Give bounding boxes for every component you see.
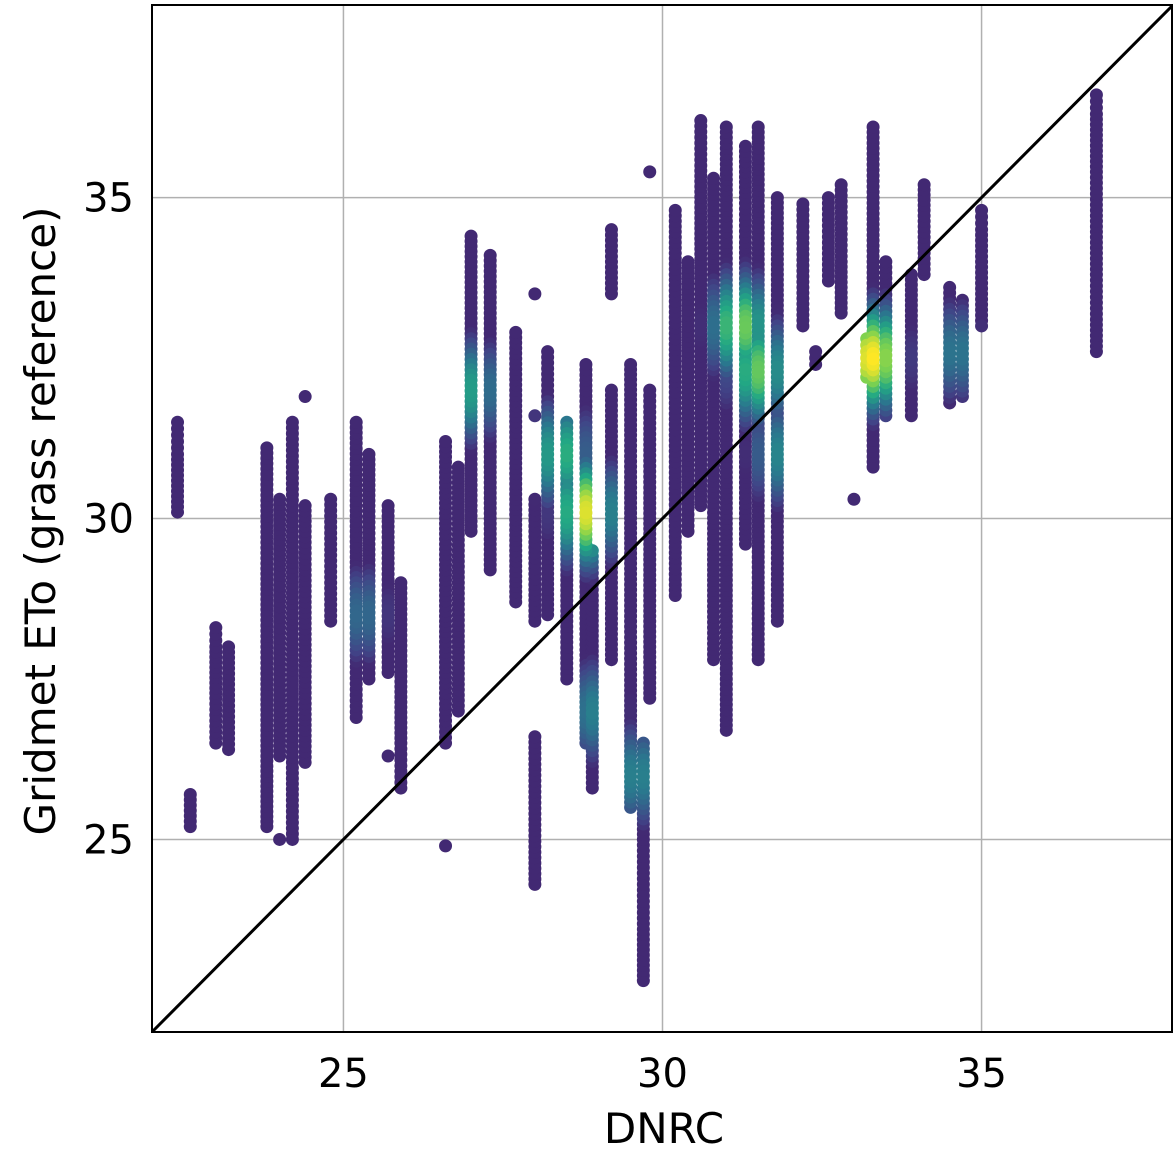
data-point (439, 839, 453, 853)
data-point (643, 165, 657, 179)
data-point (738, 445, 752, 459)
data-point (222, 640, 236, 654)
data-point (879, 348, 893, 362)
data-point (866, 120, 880, 134)
data-point (738, 363, 752, 377)
data-point (624, 357, 638, 371)
data-point (624, 770, 638, 784)
data-point (394, 576, 408, 590)
data-point (528, 287, 542, 301)
data-point (636, 770, 650, 784)
data-point (604, 383, 618, 397)
data-point (796, 197, 810, 211)
data-point (464, 229, 478, 243)
data-point (541, 345, 555, 359)
y-tick-label: 25 (83, 817, 134, 863)
data-point (681, 255, 695, 269)
data-point (483, 248, 497, 262)
data-point (285, 415, 299, 429)
data-point (694, 318, 708, 332)
data-point (770, 191, 784, 205)
data-point (451, 460, 465, 474)
data-point (171, 415, 185, 429)
data-point (719, 321, 733, 335)
data-point (751, 120, 765, 134)
data-point (579, 357, 593, 371)
y-tick-label: 35 (83, 176, 134, 222)
data-point (349, 609, 363, 623)
data-point (579, 506, 593, 520)
data-point (847, 492, 861, 506)
data-point (381, 749, 395, 763)
data-point (439, 434, 453, 448)
y-axis-label: Gridmet ETo (grass reference) (16, 207, 65, 836)
data-point (668, 203, 682, 217)
data-point (809, 345, 823, 359)
data-points (171, 88, 1103, 988)
data-point (834, 178, 848, 192)
data-point (707, 321, 721, 335)
data-point (349, 415, 363, 429)
data-point (560, 449, 574, 463)
data-point (821, 191, 835, 205)
data-point (324, 492, 338, 506)
data-point (362, 606, 376, 620)
data-point (719, 120, 733, 134)
data-point (528, 409, 542, 423)
data-point (624, 704, 638, 718)
data-point (273, 832, 287, 846)
data-point (260, 441, 274, 455)
data-point (541, 447, 555, 461)
data-point (579, 446, 593, 460)
data-point (381, 499, 395, 513)
data-point (879, 255, 893, 269)
one-to-one-line (150, 3, 1173, 1034)
data-point (770, 447, 784, 461)
data-point (298, 499, 312, 513)
data-point (381, 609, 395, 623)
data-point (273, 492, 287, 506)
data-point (528, 730, 542, 744)
data-point (834, 306, 848, 320)
data-point (604, 507, 618, 521)
data-point (464, 384, 478, 398)
data-point (298, 390, 312, 404)
data-point (483, 383, 497, 397)
data-point (917, 178, 931, 192)
data-point (209, 621, 223, 635)
data-point (751, 447, 765, 461)
y-tick-label: 30 (83, 497, 134, 543)
data-point (751, 319, 765, 333)
x-tick-label: 30 (637, 1051, 688, 1097)
data-point (509, 325, 523, 339)
data-point (694, 114, 708, 128)
data-point (943, 346, 957, 360)
data-point (866, 352, 880, 366)
data-point (362, 447, 376, 461)
data-point (975, 203, 989, 217)
y-axis-ticks: 25 30 35 (83, 176, 134, 864)
plot-frame (151, 4, 1173, 1033)
data-point (560, 505, 574, 519)
data-point (707, 171, 721, 185)
data-point (751, 365, 765, 379)
data-point (528, 492, 542, 506)
x-axis-label: DNRC (604, 1104, 724, 1153)
data-point (975, 319, 989, 333)
data-point (943, 280, 957, 294)
data-point (738, 321, 752, 335)
data-point (643, 383, 657, 397)
x-axis-ticks: 25 30 35 (318, 1051, 1007, 1097)
data-point (904, 353, 918, 367)
data-point (585, 706, 599, 720)
x-tick-label: 25 (318, 1051, 369, 1097)
data-point (604, 223, 618, 237)
data-point (955, 347, 969, 361)
data-point (183, 788, 197, 802)
data-point (770, 365, 784, 379)
data-point (1089, 88, 1103, 102)
data-point (738, 139, 752, 153)
x-tick-label: 35 (956, 1051, 1007, 1097)
